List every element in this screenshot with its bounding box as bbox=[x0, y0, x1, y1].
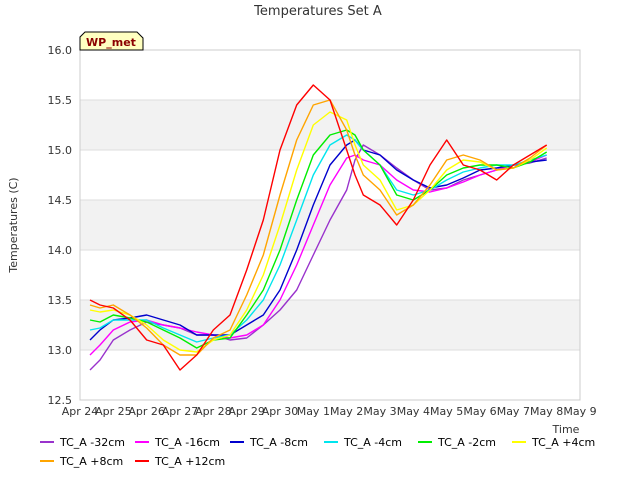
y-tick-label: 13.5 bbox=[48, 294, 73, 307]
legend-label: TC_A +4cm bbox=[531, 436, 595, 449]
plot-frame bbox=[79, 49, 581, 401]
y-axis-ticks: 12.5 13.0 13.5 14.0 14.5 15.0 15.5 16.0 bbox=[48, 44, 73, 407]
y-axis-label: Temperatures (C) bbox=[7, 177, 20, 273]
plot-band bbox=[80, 150, 580, 200]
x-tick-label: May 3 bbox=[363, 405, 396, 418]
y-tick-label: 12.5 bbox=[48, 394, 73, 407]
x-tick-label: May 6 bbox=[463, 405, 496, 418]
plot-band bbox=[80, 250, 580, 300]
y-tick-label: 13.0 bbox=[48, 344, 73, 357]
x-tick-label: Apr 30 bbox=[262, 405, 299, 418]
plot-band bbox=[80, 350, 580, 400]
x-axis-label: Time bbox=[552, 423, 580, 436]
x-tick-label: May 9 bbox=[563, 405, 596, 418]
series-line bbox=[89, 99, 548, 356]
series-line bbox=[89, 139, 547, 341]
chart-title: Temperatures Set A bbox=[253, 4, 382, 19]
plot-band bbox=[80, 200, 580, 250]
y-tick-label: 16.0 bbox=[48, 44, 73, 57]
series-line bbox=[89, 134, 547, 343]
series-lines bbox=[89, 84, 548, 371]
series-line bbox=[89, 84, 548, 371]
x-tick-label: May 5 bbox=[430, 405, 463, 418]
station-tag-label: WP_met bbox=[86, 36, 136, 49]
legend-label: TC_A -4cm bbox=[343, 436, 402, 449]
x-tick-label: Apr 26 bbox=[128, 405, 165, 418]
y-tick-label: 15.5 bbox=[48, 94, 73, 107]
y-tick-label: 14.0 bbox=[48, 244, 73, 257]
legend-label: TC_A +8cm bbox=[59, 455, 123, 468]
x-tick-label: Apr 27 bbox=[162, 405, 199, 418]
x-tick-label: Apr 24 bbox=[62, 405, 99, 418]
x-tick-label: Apr 25 bbox=[95, 405, 132, 418]
legend-label: TC_A -32cm bbox=[59, 436, 125, 449]
x-tick-label: May 1 bbox=[297, 405, 330, 418]
x-tick-label: May 2 bbox=[330, 405, 363, 418]
legend-label: TC_A -2cm bbox=[437, 436, 496, 449]
legend-label: TC_A -8cm bbox=[249, 436, 308, 449]
plot-band bbox=[80, 50, 580, 100]
x-tick-label: May 4 bbox=[397, 405, 430, 418]
station-tag-box bbox=[79, 31, 144, 51]
x-tick-label: May 7 bbox=[497, 405, 530, 418]
x-tick-label: Apr 29 bbox=[228, 405, 265, 418]
plot-band bbox=[80, 100, 580, 150]
x-tick-label: May 8 bbox=[530, 405, 563, 418]
legend: TC_A -32cm TC_A -16cm TC_A -8cm TC_A -4cm TC… bbox=[40, 436, 595, 468]
y-tick-label: 15.0 bbox=[48, 144, 73, 157]
series-line bbox=[89, 154, 547, 356]
x-tick-label: Apr 28 bbox=[195, 405, 232, 418]
plot-background bbox=[80, 50, 580, 400]
y-tick-label: 14.5 bbox=[48, 194, 73, 207]
legend-label: TC_A +12cm bbox=[154, 455, 225, 468]
series-line bbox=[89, 111, 548, 353]
station-tag: WP_met bbox=[79, 31, 144, 51]
series-line bbox=[89, 129, 548, 349]
legend-label: TC_A -16cm bbox=[154, 436, 220, 449]
